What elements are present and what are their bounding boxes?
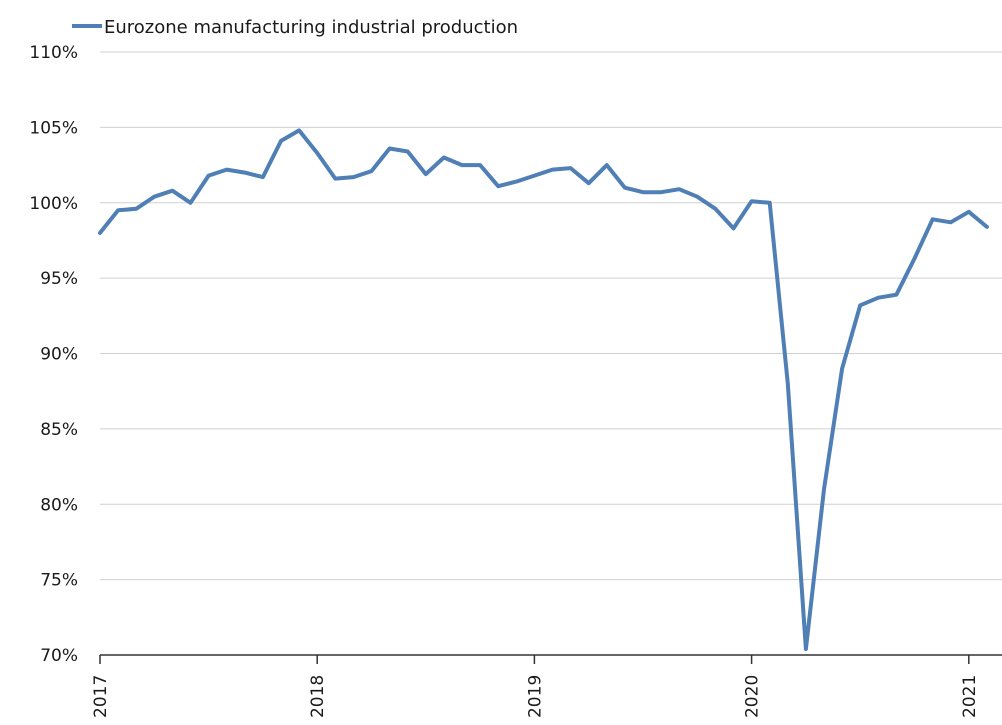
y-tick-label: 85% (40, 420, 78, 440)
gridlines (100, 51, 1002, 581)
y-axis-ticks: 70% 75% 80% 85% 90% 95% 100% 105% 110% (29, 43, 78, 666)
y-tick-label: 100% (29, 194, 78, 214)
x-axis: 2017 2018 2019 2020 2021 (91, 654, 1002, 718)
y-tick-label: 110% (29, 43, 78, 63)
x-tick-label: 2017 (91, 675, 111, 718)
legend-label: Eurozone manufacturing industrial produc… (104, 17, 518, 38)
series-line (98, 128, 989, 651)
y-tick-label: 70% (40, 646, 78, 666)
x-tick-label: 2020 (743, 675, 763, 718)
y-tick-label: 90% (40, 345, 78, 365)
y-tick-label: 105% (29, 118, 78, 138)
x-tick-label: 2019 (525, 675, 545, 718)
y-tick-label: 95% (40, 269, 78, 289)
y-tick-label: 75% (40, 571, 78, 591)
legend: Eurozone manufacturing industrial produc… (72, 17, 518, 38)
series-layer (98, 128, 989, 651)
y-tick-label: 80% (40, 495, 78, 515)
x-tick-label: 2018 (308, 675, 328, 718)
x-tick-label: 2021 (960, 675, 980, 718)
